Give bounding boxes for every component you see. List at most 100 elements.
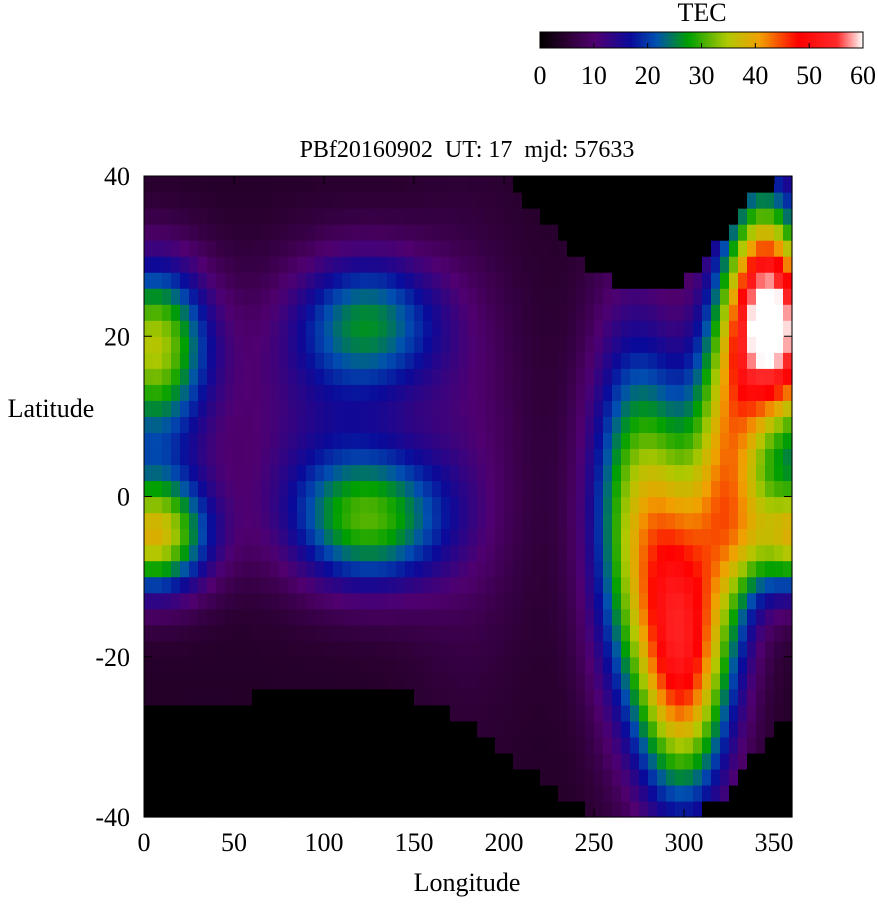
heatmap-cell xyxy=(288,432,298,450)
heatmap-cell xyxy=(297,256,307,273)
heatmap-cell xyxy=(279,224,289,241)
heatmap-cell xyxy=(252,320,262,337)
heatmap-cell xyxy=(387,560,397,578)
heatmap-cell xyxy=(486,704,496,722)
heatmap-cell xyxy=(342,256,352,273)
heatmap-cell xyxy=(342,336,352,353)
heatmap-cell xyxy=(234,432,244,450)
heatmap-cell xyxy=(783,752,793,770)
heatmap-cell xyxy=(648,656,658,674)
heatmap-cell xyxy=(783,544,793,562)
heatmap-cell xyxy=(144,336,154,353)
heatmap-cell xyxy=(324,656,334,674)
heatmap-cell xyxy=(477,656,487,674)
heatmap-cell xyxy=(405,480,415,498)
heatmap-cell xyxy=(495,208,505,225)
chart-title: PBf20160902 UT: 17 mjd: 57633 xyxy=(300,137,635,163)
heatmap-cell xyxy=(612,496,622,514)
heatmap-cell xyxy=(585,544,595,562)
heatmap-cell xyxy=(648,768,658,786)
heatmap-cell xyxy=(198,432,208,450)
heatmap-cell xyxy=(441,608,451,626)
heatmap-cell xyxy=(495,704,505,722)
heatmap-cell xyxy=(774,544,784,562)
heatmap-cell xyxy=(657,576,667,594)
heatmap-cell xyxy=(648,448,658,466)
heatmap-cell xyxy=(342,624,352,642)
heatmap-cell xyxy=(774,384,784,401)
heatmap-cell xyxy=(558,752,568,770)
heatmap-cell xyxy=(423,384,433,401)
heatmap-cell xyxy=(603,592,613,610)
heatmap-cell xyxy=(513,192,523,209)
heatmap-cell xyxy=(216,768,226,786)
heatmap-cell xyxy=(351,384,361,401)
heatmap-cell xyxy=(441,784,451,802)
heatmap-cell xyxy=(468,272,478,289)
heatmap-cell xyxy=(198,800,208,818)
heatmap-cell xyxy=(270,208,280,225)
heatmap-cell xyxy=(495,720,505,738)
heatmap-cell xyxy=(693,704,703,722)
heatmap-cell xyxy=(144,208,154,225)
heatmap-cell xyxy=(270,240,280,257)
heatmap-cell xyxy=(189,736,199,754)
heatmap-cell xyxy=(324,736,334,754)
heatmap-cell xyxy=(585,352,595,369)
heatmap-cell xyxy=(666,400,676,417)
heatmap-cell xyxy=(405,352,415,369)
heatmap-cell xyxy=(756,400,766,417)
heatmap-cell xyxy=(396,704,406,722)
heatmap-cell xyxy=(234,656,244,674)
heatmap-cell xyxy=(666,336,676,353)
heatmap-cell xyxy=(396,480,406,498)
heatmap-cell xyxy=(333,496,343,514)
heatmap-cell xyxy=(279,592,289,610)
heatmap-cell xyxy=(684,640,694,658)
heatmap-cell xyxy=(747,544,757,562)
heatmap-cell xyxy=(270,448,280,466)
heatmap-cell xyxy=(324,192,334,209)
heatmap-cell xyxy=(441,672,451,690)
heatmap-cell xyxy=(783,304,793,321)
heatmap-cell xyxy=(198,464,208,482)
heatmap-cell xyxy=(720,656,730,674)
heatmap-cell xyxy=(144,544,154,562)
heatmap-cell xyxy=(360,544,370,562)
heatmap-cell xyxy=(522,480,532,498)
heatmap-cell xyxy=(387,704,397,722)
heatmap-cell xyxy=(252,480,262,498)
heatmap-cell xyxy=(693,272,703,289)
heatmap-cell xyxy=(342,416,352,434)
heatmap-cell xyxy=(693,528,703,546)
heatmap-cell xyxy=(675,272,685,289)
heatmap-cell xyxy=(207,384,217,401)
heatmap-cell xyxy=(153,240,163,257)
heatmap-cell xyxy=(243,320,253,337)
heatmap-cell xyxy=(603,448,613,466)
heatmap-cell xyxy=(738,800,748,818)
heatmap-cell xyxy=(693,256,703,273)
heatmap-cell xyxy=(558,544,568,562)
heatmap-cell xyxy=(738,704,748,722)
heatmap-cell xyxy=(756,208,766,225)
heatmap-cell xyxy=(423,496,433,514)
heatmap-cell xyxy=(639,192,649,209)
heatmap-cell xyxy=(342,224,352,241)
heatmap-cell xyxy=(450,432,460,450)
heatmap-cell xyxy=(387,272,397,289)
heatmap-cell xyxy=(333,336,343,353)
heatmap-cell xyxy=(540,176,550,193)
heatmap-cell xyxy=(459,416,469,434)
heatmap-cell xyxy=(234,304,244,321)
heatmap-cell xyxy=(279,448,289,466)
heatmap-cell xyxy=(513,464,523,482)
heatmap-cell xyxy=(297,800,307,818)
heatmap-cell xyxy=(441,368,451,385)
heatmap-cell xyxy=(414,768,424,786)
heatmap-cell xyxy=(207,320,217,337)
heatmap-cell xyxy=(549,800,559,818)
heatmap-cell xyxy=(729,736,739,754)
heatmap-cell xyxy=(432,480,442,498)
heatmap-cell xyxy=(189,320,199,337)
